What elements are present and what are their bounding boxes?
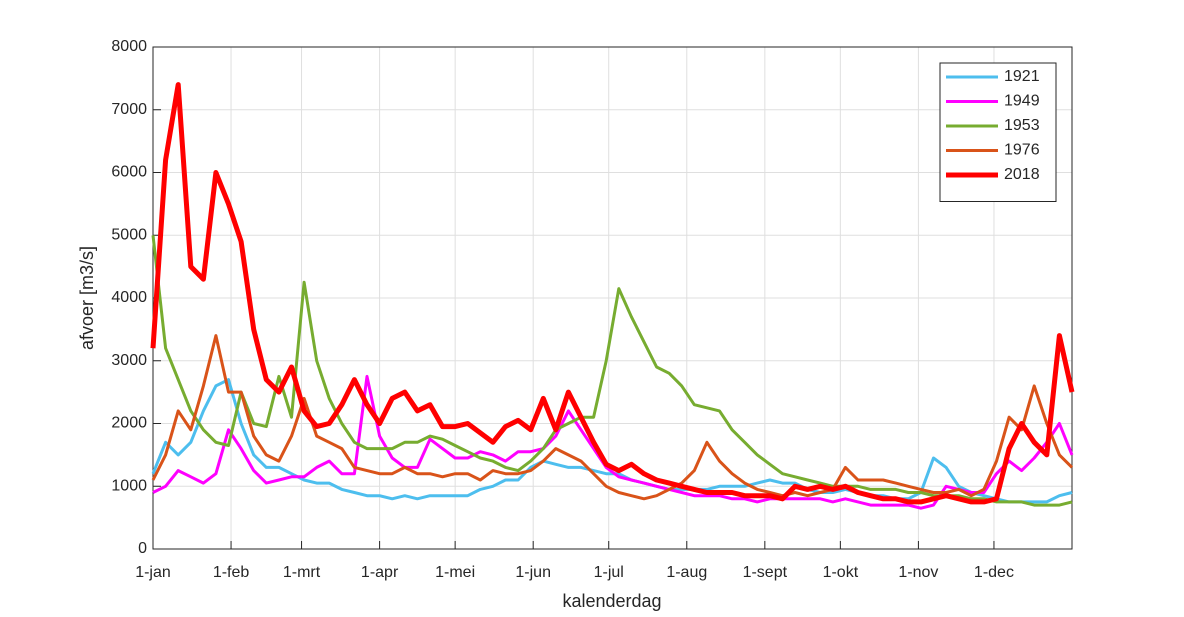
legend-label: 1976 xyxy=(1004,142,1040,159)
y-tick-label: 8000 xyxy=(111,38,147,55)
x-axis-label: kalenderdag xyxy=(562,591,661,611)
y-tick-label: 5000 xyxy=(111,226,147,243)
data-line xyxy=(151,235,1073,507)
legend-box xyxy=(939,62,1057,202)
x-tick-label: 1-apr xyxy=(361,564,399,581)
y-tick-label: 0 xyxy=(138,540,147,557)
x-tick-label: 1-dec xyxy=(974,564,1014,581)
y-tick-label: 7000 xyxy=(111,101,147,118)
x-tick-label: 1-jan xyxy=(135,564,171,581)
data-line xyxy=(151,334,1074,501)
x-tick-label: 1-aug xyxy=(666,564,707,581)
legend-label: 1949 xyxy=(1004,93,1040,110)
x-tick-label: 1-jun xyxy=(515,564,551,581)
plot-frame xyxy=(152,46,1073,550)
legend-label: 2018 xyxy=(1004,166,1040,183)
x-tick-label: 1-sept xyxy=(743,564,788,581)
data-line xyxy=(150,82,1075,505)
y-tick-label: 3000 xyxy=(111,352,147,369)
y-tick-label: 2000 xyxy=(111,415,147,432)
x-tick-label: 1-feb xyxy=(213,564,250,581)
y-tick-label: 4000 xyxy=(111,289,147,306)
x-tick-label: 1-jul xyxy=(594,564,624,581)
y-tick-label: 1000 xyxy=(111,477,147,494)
y-axis-label: afvoer [m3/s] xyxy=(77,246,97,350)
legend-label: 1953 xyxy=(1004,117,1040,134)
y-tick-label: 6000 xyxy=(111,164,147,181)
x-tick-label: 1-okt xyxy=(823,564,859,581)
x-tick-label: 1-nov xyxy=(898,564,938,581)
legend-label: 1921 xyxy=(1004,68,1040,85)
x-tick-label: 1-mrt xyxy=(283,564,321,581)
data-line xyxy=(152,374,1074,510)
x-tick-label: 1-mei xyxy=(435,564,475,581)
